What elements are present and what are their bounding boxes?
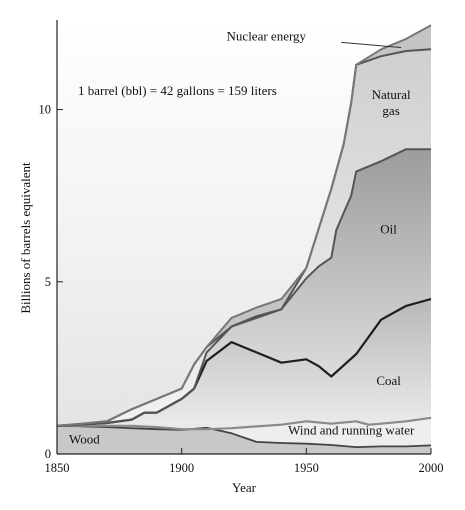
area-natural-gas: [57, 49, 431, 426]
x-axis: 1850 1900 1950 2000: [45, 448, 444, 475]
line-nuclear-energy: [56, 24, 432, 427]
area-coal: [57, 299, 431, 430]
x-tick-label-1900: 1900: [169, 461, 194, 475]
area-wind-and-running-water: [57, 417, 431, 448]
line-wind-and-running-water: [57, 416, 432, 431]
y-axis-title: Billions of barrels equivalent: [18, 162, 33, 314]
y-tick-label-5: 5: [45, 275, 51, 289]
x-tick-label-1850: 1850: [45, 461, 70, 475]
series-label-oil: Oil: [380, 222, 397, 237]
y-tick-label-0: 0: [45, 447, 51, 461]
series-lines: [56, 24, 432, 449]
series-label-natural-gas: Natural gas: [372, 87, 411, 118]
area-oil: [57, 149, 431, 426]
x-axis-title: Year: [232, 480, 257, 495]
series-label-wood: Wood: [69, 432, 100, 447]
y-axis: 0 5 10: [39, 103, 63, 461]
stacked-areas: [57, 25, 431, 454]
plot-frame: [56, 20, 431, 455]
x-tick-label-2000: 2000: [419, 461, 444, 475]
series-label-wind-and-running-water: Wind and running water: [288, 423, 415, 438]
line-wood: [56, 424, 432, 449]
area-wood: [57, 425, 431, 454]
series-labels: Wood Wind and running water Coal Oil Natural…: [69, 29, 415, 447]
series-label-coal: Coal: [376, 373, 401, 388]
series-label-nuclear-energy: Nuclear energy: [227, 29, 307, 44]
x-tick-label-1950: 1950: [294, 461, 319, 475]
nuclear-leader-line: [341, 41, 402, 49]
conversion-note: 1 barrel (bbl) = 42 gallons = 159 liters: [78, 83, 277, 98]
y-tick-label-10: 10: [39, 103, 52, 117]
